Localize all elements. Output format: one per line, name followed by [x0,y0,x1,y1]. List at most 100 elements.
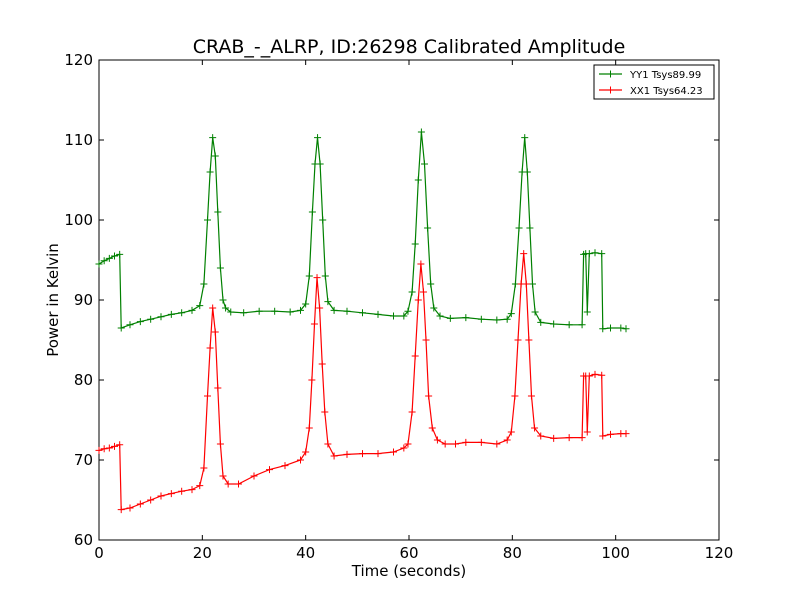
data-point [537,318,545,326]
x-tick-label: 40 [296,544,315,562]
data-point [408,408,416,416]
data-point [305,424,313,432]
data-point [219,472,227,480]
data-point [330,306,338,314]
data-point [425,392,433,400]
data-point [514,336,522,344]
data-point [400,444,408,452]
data-point [157,492,165,500]
data-point [330,452,338,460]
data-point [359,309,366,317]
legend: YY1 Tsys89.99 XX1 Tsys64.23 [593,64,715,100]
x-tick-label: 120 [705,544,734,562]
data-point [214,208,222,216]
data-point [531,424,539,432]
data-point [310,320,318,328]
data-point [408,288,416,296]
y-tick-label: 110 [64,131,93,149]
x-tick-label: 80 [503,544,522,562]
data-point [390,312,397,320]
data-point [578,321,586,329]
data-point [178,487,186,495]
data-point [452,440,459,448]
series-line [98,253,626,511]
data-point [167,490,175,498]
data-point [206,344,214,352]
data-point [216,264,224,272]
data-point [390,448,397,456]
data-point [522,280,530,288]
data-point [147,496,155,504]
data-point [607,324,614,332]
data-point [214,384,222,392]
data-point [583,308,591,316]
legend-marker [607,86,614,94]
data-point [100,445,108,453]
data-point [211,152,219,160]
data-point [95,446,103,454]
data-point [286,308,294,316]
data-point [209,304,217,312]
data-point [427,280,435,288]
data-point [321,408,329,416]
data-point [200,280,208,288]
data-point [404,307,412,315]
data-point [316,160,324,168]
data-point [235,480,242,488]
data-point [343,450,351,458]
data-point [224,480,232,488]
data-point [417,260,425,268]
data-point [441,440,449,448]
chart-title: CRAB_-_ALRP, ID:26298 Calibrated Amplitu… [193,36,626,58]
legend-label: YY1 Tsys89.99 [629,70,701,81]
data-point [308,376,316,384]
x-tick-label: 100 [601,544,630,562]
data-point [515,224,523,232]
y-tick-label: 80 [74,371,93,389]
data-point [136,500,144,508]
data-point [607,430,614,438]
data-point [598,250,606,258]
data-point [419,288,427,296]
data-point [436,312,444,320]
data-point [527,392,535,400]
data-point [316,304,324,312]
data-point [305,272,313,280]
data-point [550,320,558,328]
data-point [111,442,118,450]
data-point [414,296,422,304]
data-point [462,438,470,446]
data-point [313,274,321,282]
data-point [617,324,625,332]
data-point [477,438,485,446]
data-point [565,321,573,329]
data-point [528,280,536,288]
x-tick-label: 0 [94,544,104,562]
data-point [404,440,412,448]
data-point [359,450,366,458]
data-point [255,307,263,315]
data-point [188,486,196,494]
data-point [117,324,125,332]
data-point [302,300,310,308]
data-point [523,168,531,176]
data-point [503,315,511,323]
y-axis-label: Power in Kelvin [44,243,62,357]
data-point [302,448,310,456]
data-point [117,506,125,514]
data-point [374,310,382,318]
data-point [430,304,438,312]
data-point [308,208,316,216]
data-point [105,444,113,452]
data-point [521,134,529,142]
data-point [318,360,326,368]
data-point [95,260,103,268]
data-point [240,309,248,317]
data-point [167,310,175,318]
series-line [98,131,627,330]
data-point [598,371,606,379]
data-point [206,168,214,176]
data-point [583,428,591,436]
data-point [550,434,558,442]
data-point [281,462,289,470]
